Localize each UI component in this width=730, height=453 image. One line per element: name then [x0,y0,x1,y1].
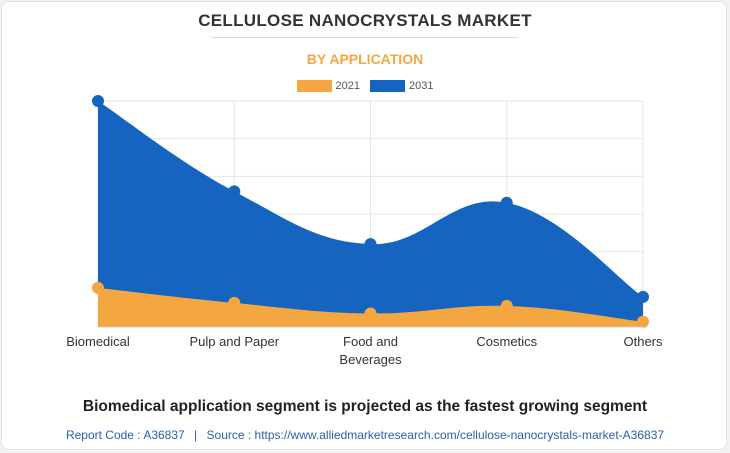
legend-label-2031: 2031 [409,80,434,92]
legend-item-2021[interactable]: 2021 [296,80,360,92]
source-line: Report Code : A36837 | Source : https://… [0,428,730,442]
point-2031-1 [228,185,241,198]
source-separator: | [194,428,198,442]
point-2031-3 [500,196,513,209]
legend-swatch-2021 [296,80,332,92]
chart-title: CELLULOSE NANOCRYSTALS MARKET [198,11,532,30]
point-2021-4 [637,315,649,328]
point-2021-0 [92,281,104,294]
point-2031-4 [637,290,649,303]
source-link[interactable]: Source : https://www.alliedmarketresearc… [206,428,665,442]
x-tick-label: Others [623,334,663,349]
point-2021-1 [228,296,241,309]
x-tick-label: Food and Beverages [339,334,402,367]
legend-swatch-2031 [370,80,405,92]
area-2031 [98,101,643,327]
area-2021 [98,287,643,327]
point-2021-3 [500,299,513,312]
legend-item-2031[interactable]: 2031 [370,80,433,92]
x-tick-label: Biomedical [66,334,130,349]
legend-label-2021: 2021 [335,80,360,92]
x-tick-label: Pulp and Paper [189,334,279,349]
chart-headline: Biomedical application segment is projec… [82,398,648,415]
chart-subtitle: BY APPLICATION [306,51,424,67]
point-2031-2 [364,238,377,251]
legend: 2021 2031 [0,80,730,92]
point-2021-2 [364,307,377,320]
title-divider [212,37,518,38]
report-code: Report Code : A36837 [65,428,185,442]
x-tick-label: Cosmetics [476,334,537,349]
point-2031-0 [92,95,104,107]
